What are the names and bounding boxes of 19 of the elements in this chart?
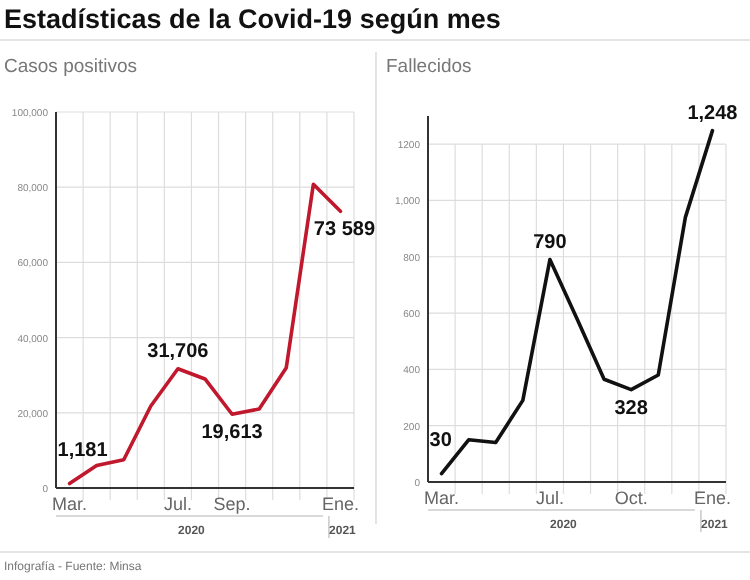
x-tick-label: Ene. <box>693 488 731 508</box>
chart-subtitle: Casos positivos <box>4 56 138 78</box>
data-label: 1,181 <box>57 439 109 462</box>
x-tick-label: Jul. <box>535 488 564 508</box>
data-label: 73 589 <box>313 219 376 242</box>
x-tick-label: Jul. <box>163 494 192 514</box>
data-label: 31,706 <box>147 340 210 363</box>
data-label: 790 <box>533 231 568 254</box>
chart-subtitle: Fallecidos <box>386 56 473 78</box>
x-tick-label: Sep. <box>213 494 251 514</box>
x-tick-label: Ene. <box>321 494 359 514</box>
data-label: 30 <box>429 429 453 452</box>
data-label: 328 <box>614 397 649 420</box>
data-label: 1,248 <box>687 102 739 125</box>
x-tick-label: Oct. <box>614 488 648 508</box>
chart-title: Estadísticas de la Covid-19 según mes <box>4 4 501 34</box>
data-label: 19,613 <box>201 422 264 445</box>
x-tick-label: Mar. <box>52 494 88 514</box>
x-tick-label: Mar. <box>424 488 460 508</box>
